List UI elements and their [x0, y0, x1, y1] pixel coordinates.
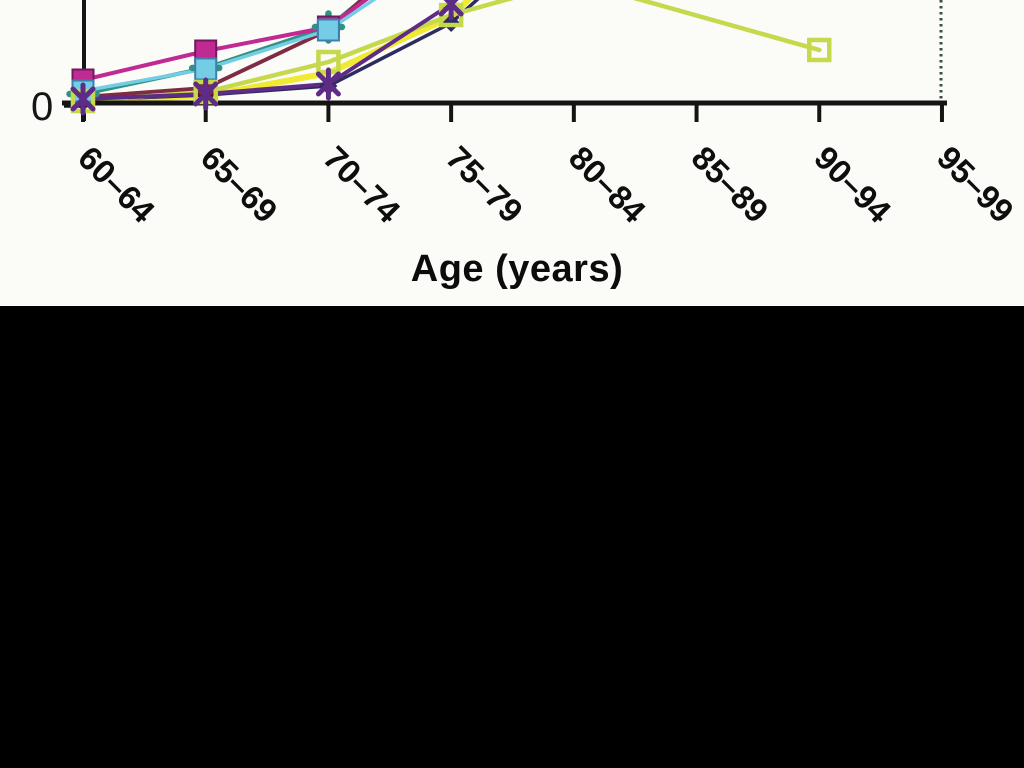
x-axis-title: Age (years)	[410, 248, 624, 290]
x-tick-label: 75–79	[439, 139, 530, 230]
letterbox-black-band	[0, 306, 1024, 768]
marker-cyan-square	[316, 18, 340, 42]
marker-purple-asterisk	[193, 77, 219, 111]
chart-area: 60–64 65–69 70–74 75–79 80–84 85–89 90–94 95–99…	[0, 0, 1024, 306]
x-tick-label: 65–69	[194, 139, 285, 230]
marker-chartreuse-open-square	[807, 37, 832, 63]
x-tick-label: 90–94	[807, 139, 899, 231]
line-chart: 60–64 65–69 70–74 75–79 80–84 85–89 90–94 95–99	[62, 0, 1021, 231]
y-axis-tick-label-zero: 0	[31, 85, 54, 129]
marker-purple-asterisk	[315, 67, 341, 101]
x-tick-label: 60–64	[71, 139, 163, 231]
x-tick-label: 80–84	[562, 139, 654, 231]
x-tick-label: 85–89	[685, 139, 776, 230]
x-tick-label: 70–74	[316, 139, 408, 231]
marker-purple-asterisk	[438, 0, 464, 21]
marker-purple-asterisk	[70, 82, 96, 116]
marker-cyan-square	[194, 57, 218, 81]
series-line-cyan-square	[81, 0, 377, 93]
series-line-maroon-circle	[81, 0, 365, 99]
series-line-magenta-square	[81, 0, 370, 82]
x-tick-label: 95–99	[930, 139, 1021, 230]
